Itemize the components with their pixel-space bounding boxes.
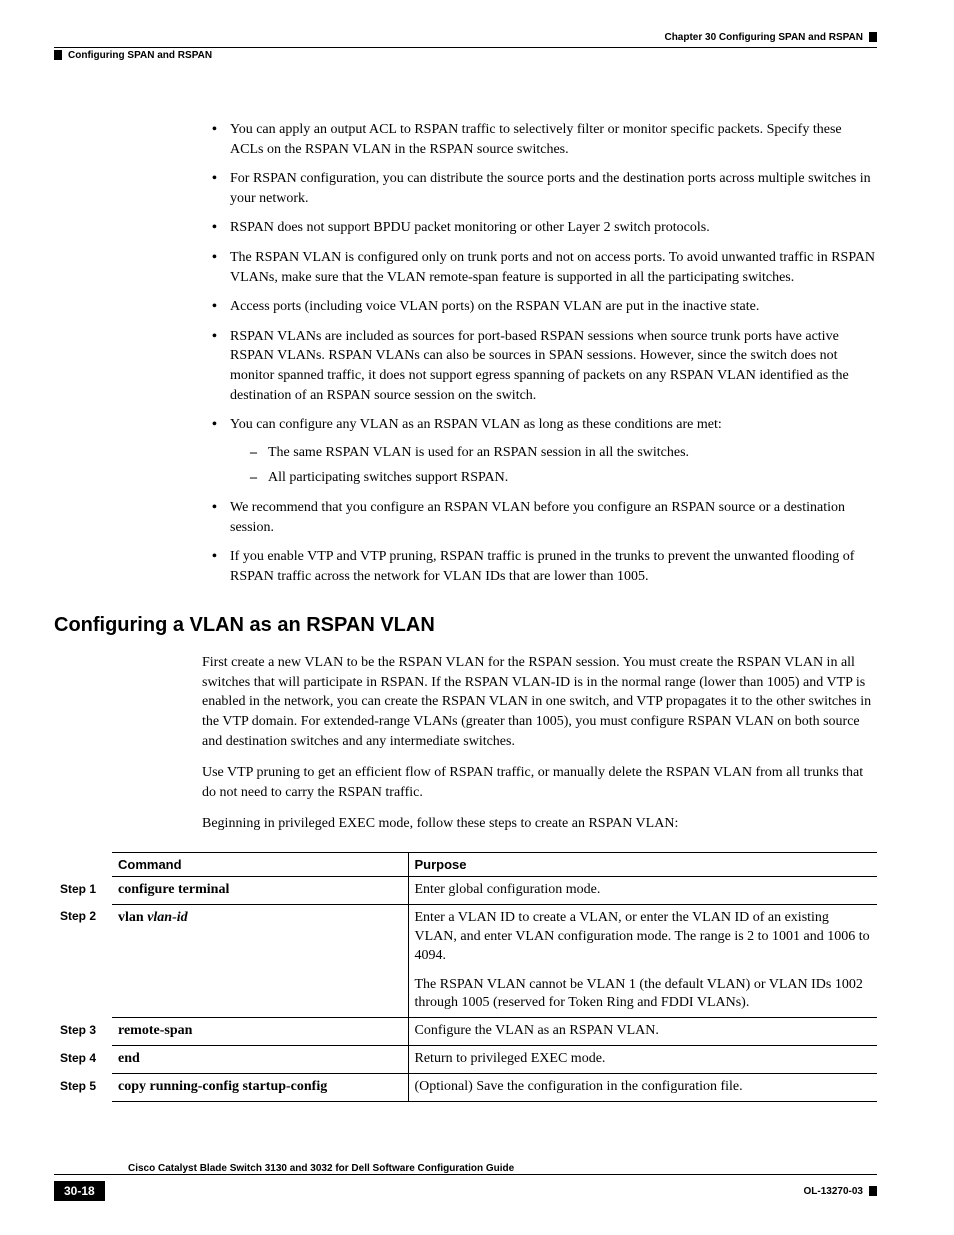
bullet-item: For RSPAN configuration, you can distrib…	[212, 169, 877, 208]
header-decoration	[54, 50, 62, 60]
footer-decoration	[869, 1186, 877, 1196]
step-label: Step 2	[54, 904, 112, 1017]
sub-bullet-list: The same RSPAN VLAN is used for an RSPAN…	[250, 443, 877, 488]
step-label: Step 5	[54, 1074, 112, 1102]
header-decoration	[869, 32, 877, 42]
purpose-cell: Configure the VLAN as an RSPAN VLAN.	[408, 1018, 877, 1046]
section-heading: Configuring a VLAN as an RSPAN VLAN	[54, 614, 877, 637]
bullet-item: RSPAN does not support BPDU packet monit…	[212, 218, 877, 238]
paragraph: First create a new VLAN to be the RSPAN …	[202, 653, 877, 751]
command-header: Command	[112, 853, 408, 877]
bullet-item: If you enable VTP and VTP pruning, RSPAN…	[212, 547, 877, 586]
purpose-cell: Enter global configuration mode.	[408, 877, 877, 905]
bullet-item: We recommend that you configure an RSPAN…	[212, 498, 877, 537]
bullet-item: Access ports (including voice VLAN ports…	[212, 297, 877, 317]
command-cell: copy running-config startup-config	[112, 1074, 408, 1102]
chapter-label: Chapter 30 Configuring SPAN and RSPAN	[664, 32, 863, 43]
command-table: Command Purpose Step 1configure terminal…	[54, 852, 877, 1102]
bullet-item: RSPAN VLANs are included as sources for …	[212, 327, 877, 405]
command-cell: remote-span	[112, 1018, 408, 1046]
purpose-header: Purpose	[408, 853, 877, 877]
step-label: Step 1	[54, 877, 112, 905]
bullet-text: You can configure any VLAN as an RSPAN V…	[230, 417, 722, 432]
doc-id: OL-13270-03	[804, 1186, 863, 1197]
purpose-cell: Enter a VLAN ID to create a VLAN, or ent…	[408, 904, 877, 1017]
command-cell: configure terminal	[112, 877, 408, 905]
sub-bullet-item: All participating switches support RSPAN…	[250, 468, 877, 488]
bullet-item: You can configure any VLAN as an RSPAN V…	[212, 415, 877, 488]
step-label: Step 3	[54, 1018, 112, 1046]
bullet-item: You can apply an output ACL to RSPAN tra…	[212, 120, 877, 159]
section-label: Configuring SPAN and RSPAN	[68, 50, 212, 61]
purpose-cell: (Optional) Save the configuration in the…	[408, 1074, 877, 1102]
command-cell: end	[112, 1046, 408, 1074]
paragraph: Beginning in privileged EXEC mode, follo…	[202, 814, 877, 834]
sub-bullet-item: The same RSPAN VLAN is used for an RSPAN…	[250, 443, 877, 463]
purpose-cell: Return to privileged EXEC mode.	[408, 1046, 877, 1074]
bullet-item: The RSPAN VLAN is configured only on tru…	[212, 248, 877, 287]
step-header	[54, 853, 112, 877]
step-label: Step 4	[54, 1046, 112, 1074]
footer-title: Cisco Catalyst Blade Switch 3130 and 303…	[128, 1163, 877, 1174]
command-cell: vlan vlan-id	[112, 904, 408, 1017]
bullet-list: You can apply an output ACL to RSPAN tra…	[212, 120, 877, 586]
paragraph: Use VTP pruning to get an efficient flow…	[202, 763, 877, 802]
page-number: 30-18	[54, 1181, 105, 1201]
